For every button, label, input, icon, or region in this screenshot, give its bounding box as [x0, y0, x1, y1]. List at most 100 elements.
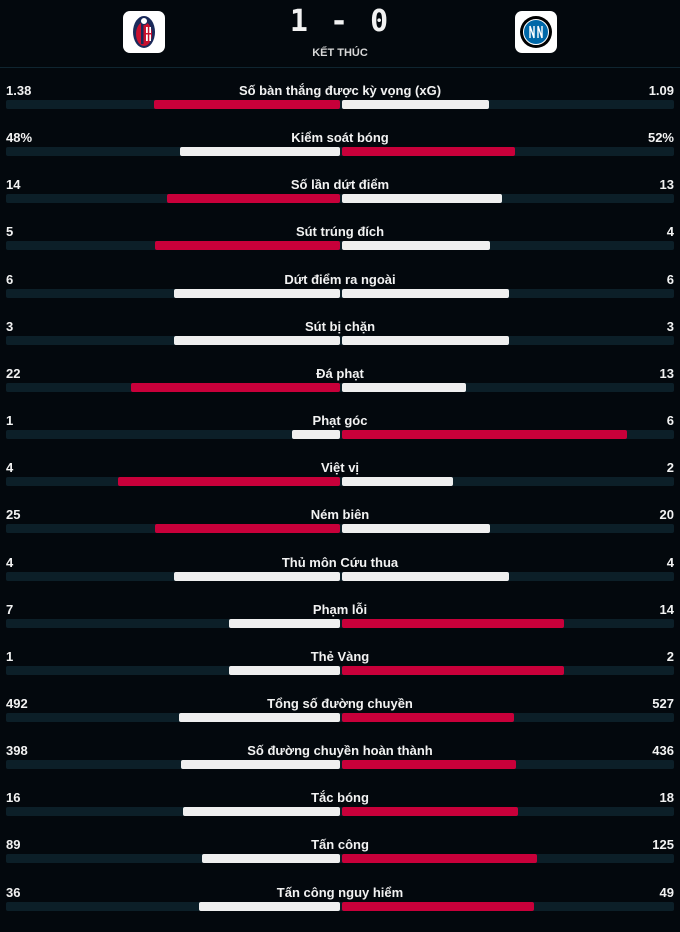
bologna-crest-icon: [133, 16, 155, 48]
away-bar: [342, 382, 466, 392]
stat-track: [6, 760, 674, 770]
home-value: 6: [6, 271, 14, 287]
stat-label: Phạt góc: [312, 413, 368, 429]
home-bar: [173, 335, 340, 345]
away-bar: [342, 901, 534, 911]
stat-label: Tấn công: [311, 837, 369, 853]
home-bar: [155, 524, 340, 534]
home-value: 5: [6, 224, 14, 240]
stat-label: Số lần dứt điểm: [290, 177, 390, 193]
home-value: 1: [6, 648, 14, 664]
stat-row: 16 Tắc bóng 18: [0, 790, 680, 837]
home-bar: [292, 430, 340, 440]
away-bar: [342, 194, 503, 204]
away-value: 20: [659, 507, 674, 523]
away-bar: [342, 335, 509, 345]
home-value: 89: [6, 837, 21, 853]
stat-label: Sút bị chặn: [304, 318, 376, 334]
stat-row: 398 Số đường chuyền hoàn thành 436: [0, 743, 680, 790]
inter-logo[interactable]: [515, 11, 557, 53]
stat-track: [6, 241, 674, 251]
away-bar: [342, 807, 519, 817]
stat-label: Số đường chuyền hoàn thành: [247, 743, 433, 759]
away-bar: [342, 618, 564, 628]
away-bar: [342, 430, 628, 440]
stat-track: [6, 477, 674, 487]
stat-row: 89 Tấn công 125: [0, 837, 680, 884]
away-value: 2: [666, 648, 674, 664]
bologna-logo[interactable]: [123, 11, 165, 53]
away-value: 18: [659, 790, 674, 806]
home-value: 4: [6, 460, 14, 476]
away-value: 4: [666, 224, 674, 240]
away-value: 49: [659, 884, 674, 900]
stat-track: [6, 100, 674, 109]
stat-row: 14 Số lần dứt điểm 13: [0, 177, 680, 224]
away-bar: [342, 571, 509, 581]
stat-track: [6, 382, 674, 392]
home-bar: [118, 477, 340, 487]
inter-crest-icon: [520, 16, 552, 48]
home-bar: [229, 665, 340, 675]
match-header: 1 - 0 KẾT THÚC: [0, 0, 680, 68]
away-bar: [342, 854, 537, 864]
away-bar: [342, 147, 516, 157]
home-value: 16: [6, 790, 21, 806]
stat-track: [6, 430, 674, 440]
stat-track: [6, 288, 674, 298]
home-bar: [153, 100, 340, 109]
home-value: 7: [6, 601, 14, 617]
away-bar: [342, 477, 453, 487]
away-value: 14: [659, 601, 674, 617]
home-value: 22: [6, 365, 21, 381]
stat-track: [6, 524, 674, 534]
stat-row: 22 Đá phạt 13: [0, 366, 680, 413]
stat-track: [6, 618, 674, 628]
stat-track: [6, 147, 674, 157]
home-bar: [173, 288, 340, 298]
stat-label: Ném biên: [310, 507, 370, 523]
home-value: 36: [6, 884, 21, 900]
home-value: 492: [6, 695, 28, 711]
stat-track: [6, 335, 674, 345]
stat-label: Đá phạt: [316, 365, 364, 381]
stat-label: Thủ môn Cứu thua: [281, 554, 399, 570]
away-bar: [342, 760, 517, 770]
away-value: 3: [666, 318, 674, 334]
score: 1 - 0: [289, 4, 391, 39]
stat-row: 4 Việt vị 2: [0, 460, 680, 507]
home-value: 3: [6, 318, 14, 334]
stat-label: Thẻ Vàng: [310, 648, 370, 664]
stat-row: 7 Phạm lỗi 14: [0, 602, 680, 649]
stat-track: [6, 571, 674, 581]
home-value: 1: [6, 413, 14, 429]
home-bar: [201, 854, 340, 864]
stat-track: [6, 807, 674, 817]
away-value: 1.09: [648, 83, 674, 98]
home-value: 4: [6, 554, 14, 570]
home-bar: [167, 194, 340, 204]
stat-row: 36 Tấn công nguy hiểm 49: [0, 885, 680, 932]
stat-label: Kiểm soát bóng: [291, 130, 389, 146]
home-bar: [180, 147, 340, 157]
stat-label: Tổng số đường chuyền: [267, 695, 413, 711]
away-value: 13: [659, 365, 674, 381]
stat-track: [6, 665, 674, 675]
stat-track: [6, 194, 674, 204]
away-value: 527: [652, 695, 674, 711]
stat-track: [6, 901, 674, 911]
stat-label: Việt vị: [320, 460, 360, 476]
stat-label: Phạm lỗi: [312, 601, 368, 617]
home-bar: [179, 712, 340, 722]
stat-row: 48% Kiểm soát bóng 52%: [0, 130, 680, 177]
stat-label: Sút trúng đích: [295, 224, 385, 240]
stat-label: Số bàn thắng được kỳ vọng (xG): [238, 83, 442, 98]
home-value: 1.38: [6, 83, 32, 98]
away-value: 125: [652, 837, 674, 853]
home-bar: [181, 760, 340, 770]
stat-track: [6, 854, 674, 864]
away-bar: [342, 241, 490, 251]
stat-row: 6 Dứt điểm ra ngoài 6: [0, 272, 680, 319]
away-value: 4: [666, 554, 674, 570]
away-bar: [342, 288, 509, 298]
